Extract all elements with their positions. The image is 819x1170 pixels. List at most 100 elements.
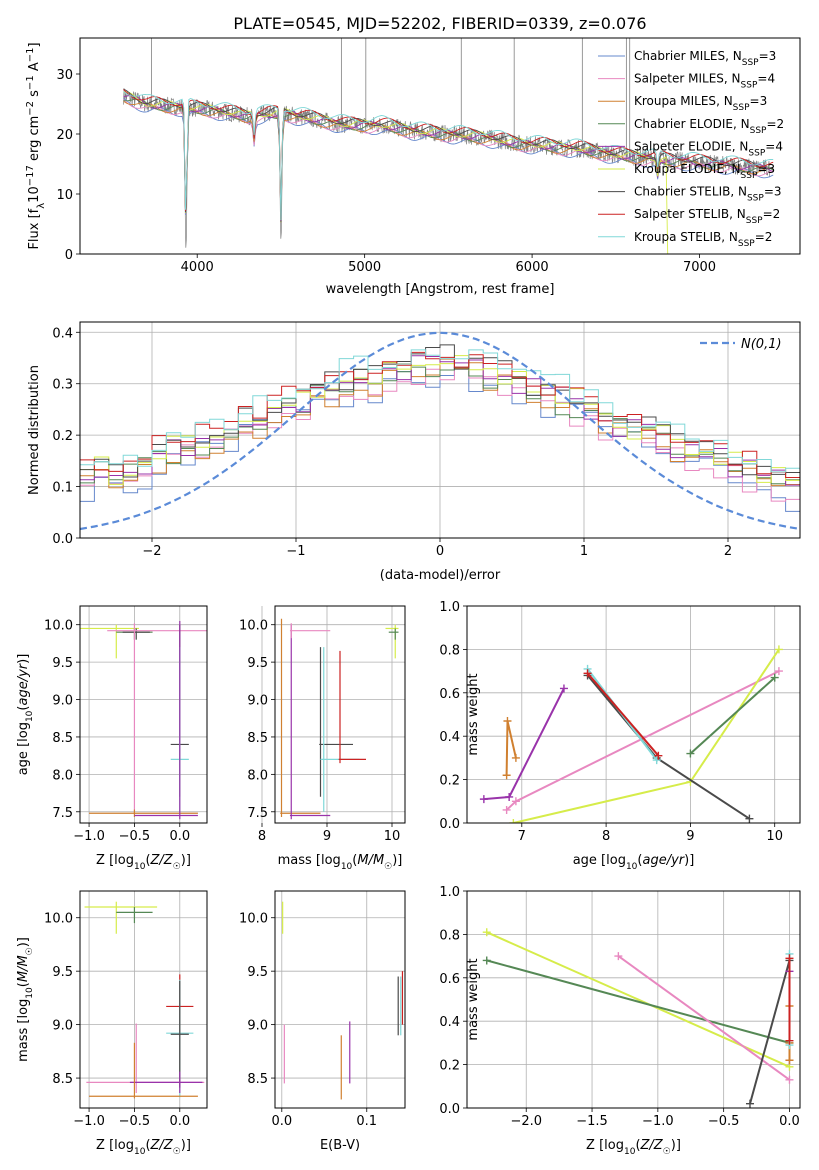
histogram-kroupa-miles <box>80 358 800 510</box>
y-tick-label: 0.2 <box>52 429 73 444</box>
x-tick-label: 0.0 <box>169 829 190 844</box>
x-tick-label: −0.5 <box>119 1114 151 1129</box>
y-tick-label: 9.5 <box>52 965 73 980</box>
y-tick-label: 1.0 <box>439 600 460 615</box>
legend: N(0,1) <box>700 337 782 352</box>
x-tick-label: −2 <box>142 544 161 559</box>
panel-age-vs-Z: −1.0 −0.5 0.0 7.5 8.0 8.5 9.0 9.5 10.0 Z [log10(Z… <box>16 605 208 872</box>
x-tick-label: 5000 <box>348 260 381 275</box>
axes-frame <box>79 37 801 255</box>
plot-area <box>482 928 794 1108</box>
legend-entry: Salpeter STELIB, NSSP=2 <box>634 207 780 226</box>
y-tick-label: 0.6 <box>439 687 460 702</box>
x-tick-label: 7 <box>518 829 526 844</box>
x-tick-label: 0.0 <box>169 1114 190 1129</box>
x-tick-label: 8 <box>602 829 610 844</box>
legend-entry: Chabrier ELODIE, NSSP=2 <box>634 117 784 136</box>
y-tick-label: 7.5 <box>52 806 73 821</box>
y-tick-label: 8.5 <box>52 1072 73 1087</box>
y-axis-label: age [log10(age/yr)] <box>16 654 35 776</box>
panel-spectrum: 400050006000700080000102030wavelength [A… <box>25 37 801 297</box>
histogram-kroupa-stelib <box>80 349 800 475</box>
legend-entry: Chabrier MILES, NSSP=3 <box>634 49 776 68</box>
marker-kroupa-miles <box>502 771 511 780</box>
series-line-salpeter-stelib <box>586 672 660 757</box>
x-tick-label: 9 <box>323 829 331 844</box>
model-line-kroupa-elodie <box>123 91 669 254</box>
marker-salpeter-stelib <box>654 751 663 760</box>
y-tick-label: 0.4 <box>439 1015 460 1030</box>
y-tick-label: 0.2 <box>439 774 460 789</box>
axes-frame <box>274 605 406 824</box>
x-tick-label: 0.1 <box>356 1114 377 1129</box>
series-line-salpeter-miles <box>617 955 791 1081</box>
y-tick-label: 10.0 <box>239 619 268 634</box>
panel-weight-vs-age: 7 8 9 10 0.0 0.2 0.4 0.6 0.8 1.0 age [log10(age/yr… <box>439 600 801 872</box>
marker-chabrier-stelib <box>745 814 754 823</box>
y-axis-label: mass weight <box>466 673 481 755</box>
marker-kroupa-miles <box>511 753 520 762</box>
marker-salpeter-elodie <box>559 684 568 693</box>
y-tick-label: 9.0 <box>247 1019 268 1034</box>
axes-frame <box>79 605 208 824</box>
axes-frame <box>274 890 406 1109</box>
marker-salpeter-elodie <box>479 795 488 804</box>
x-axis-label: age [log10(age/yr)] <box>573 853 695 872</box>
marker-kroupa-stelib <box>652 756 661 765</box>
panel-age-vs-mass: 8 9 10 7.5 8.0 8.5 9.0 9.5 10.0 mass [log10(M/M☉)… <box>239 605 406 872</box>
series-line-chabrier-stelib <box>749 960 791 1104</box>
x-tick-label: 10 <box>766 829 783 844</box>
y-axis-label: mass [log10(M/M☉)] <box>16 937 35 1062</box>
marker-kroupa-elodie <box>482 928 491 937</box>
y-tick-label: 7.5 <box>247 806 268 821</box>
y-tick-label: 9.5 <box>247 965 268 980</box>
y-tick-label: 8.5 <box>52 731 73 746</box>
y-tick-label: 8.0 <box>247 768 268 783</box>
model-line-salpeter-stelib <box>123 89 774 220</box>
y-tick-label: 8.5 <box>247 1072 268 1087</box>
x-tick-label: 7000 <box>683 260 716 275</box>
marker-chabrier-elodie <box>770 673 779 682</box>
marker-salpeter-stelib <box>583 669 592 678</box>
x-axis-label: Z [log10(Z/Z☉)] <box>586 1138 681 1157</box>
legend-entry: N(0,1) <box>741 337 782 352</box>
y-tick-label: 9.5 <box>247 656 268 671</box>
x-tick-label: 9 <box>686 829 694 844</box>
legend-entry: Salpeter ELODIE, NSSP=4 <box>634 139 783 158</box>
x-tick-label: 0.0 <box>779 1114 800 1129</box>
model-line-kroupa-stelib <box>123 91 774 221</box>
x-tick-label: 0.0 <box>271 1114 292 1129</box>
marker-kroupa-elodie <box>509 819 518 823</box>
x-tick-label: −0.5 <box>708 1114 740 1129</box>
marker-salpeter-miles <box>614 952 623 961</box>
y-axis-label: mass weight <box>466 958 481 1040</box>
x-tick-label: 4000 <box>181 260 214 275</box>
marker-salpeter-stelib <box>785 954 794 963</box>
x-axis-label: Z [log10(Z/Z☉)] <box>96 853 191 872</box>
y-tick-label: 0.8 <box>439 643 460 658</box>
y-axis-label: Flux [fλ10−17 erg cm−2 s−1 A−1] <box>25 42 47 249</box>
legend-entry: Chabrier STELIB, NSSP=3 <box>634 185 782 204</box>
y-tick-label: 9.0 <box>247 694 268 709</box>
legend-entry: Kroupa MILES, NSSP=3 <box>634 94 767 113</box>
x-tick-label: −1.0 <box>73 829 105 844</box>
y-tick-label: 0.4 <box>52 326 73 341</box>
y-tick-label: 10.0 <box>239 912 268 927</box>
plot-area <box>282 901 404 1100</box>
plot-area <box>80 331 800 531</box>
x-axis-label: E(B-V) <box>320 1138 360 1153</box>
x-tick-label: −1 <box>286 544 305 559</box>
model-line-salpeter-elodie <box>123 95 774 221</box>
marker-salpeter-miles <box>511 797 520 806</box>
y-tick-label: 10.0 <box>44 619 73 634</box>
axes-frame <box>79 890 208 1109</box>
x-tick-label: −1.0 <box>73 1114 105 1129</box>
y-tick-label: 1.0 <box>439 885 460 900</box>
y-tick-label: 8.5 <box>247 731 268 746</box>
x-axis-label: Z [log10(Z/Z☉)] <box>96 1138 191 1157</box>
y-tick-label: 10.0 <box>44 912 73 927</box>
series-line-chabrier-elodie <box>486 959 790 1044</box>
plot-area <box>84 901 205 1099</box>
y-tick-label: 20 <box>56 128 73 143</box>
